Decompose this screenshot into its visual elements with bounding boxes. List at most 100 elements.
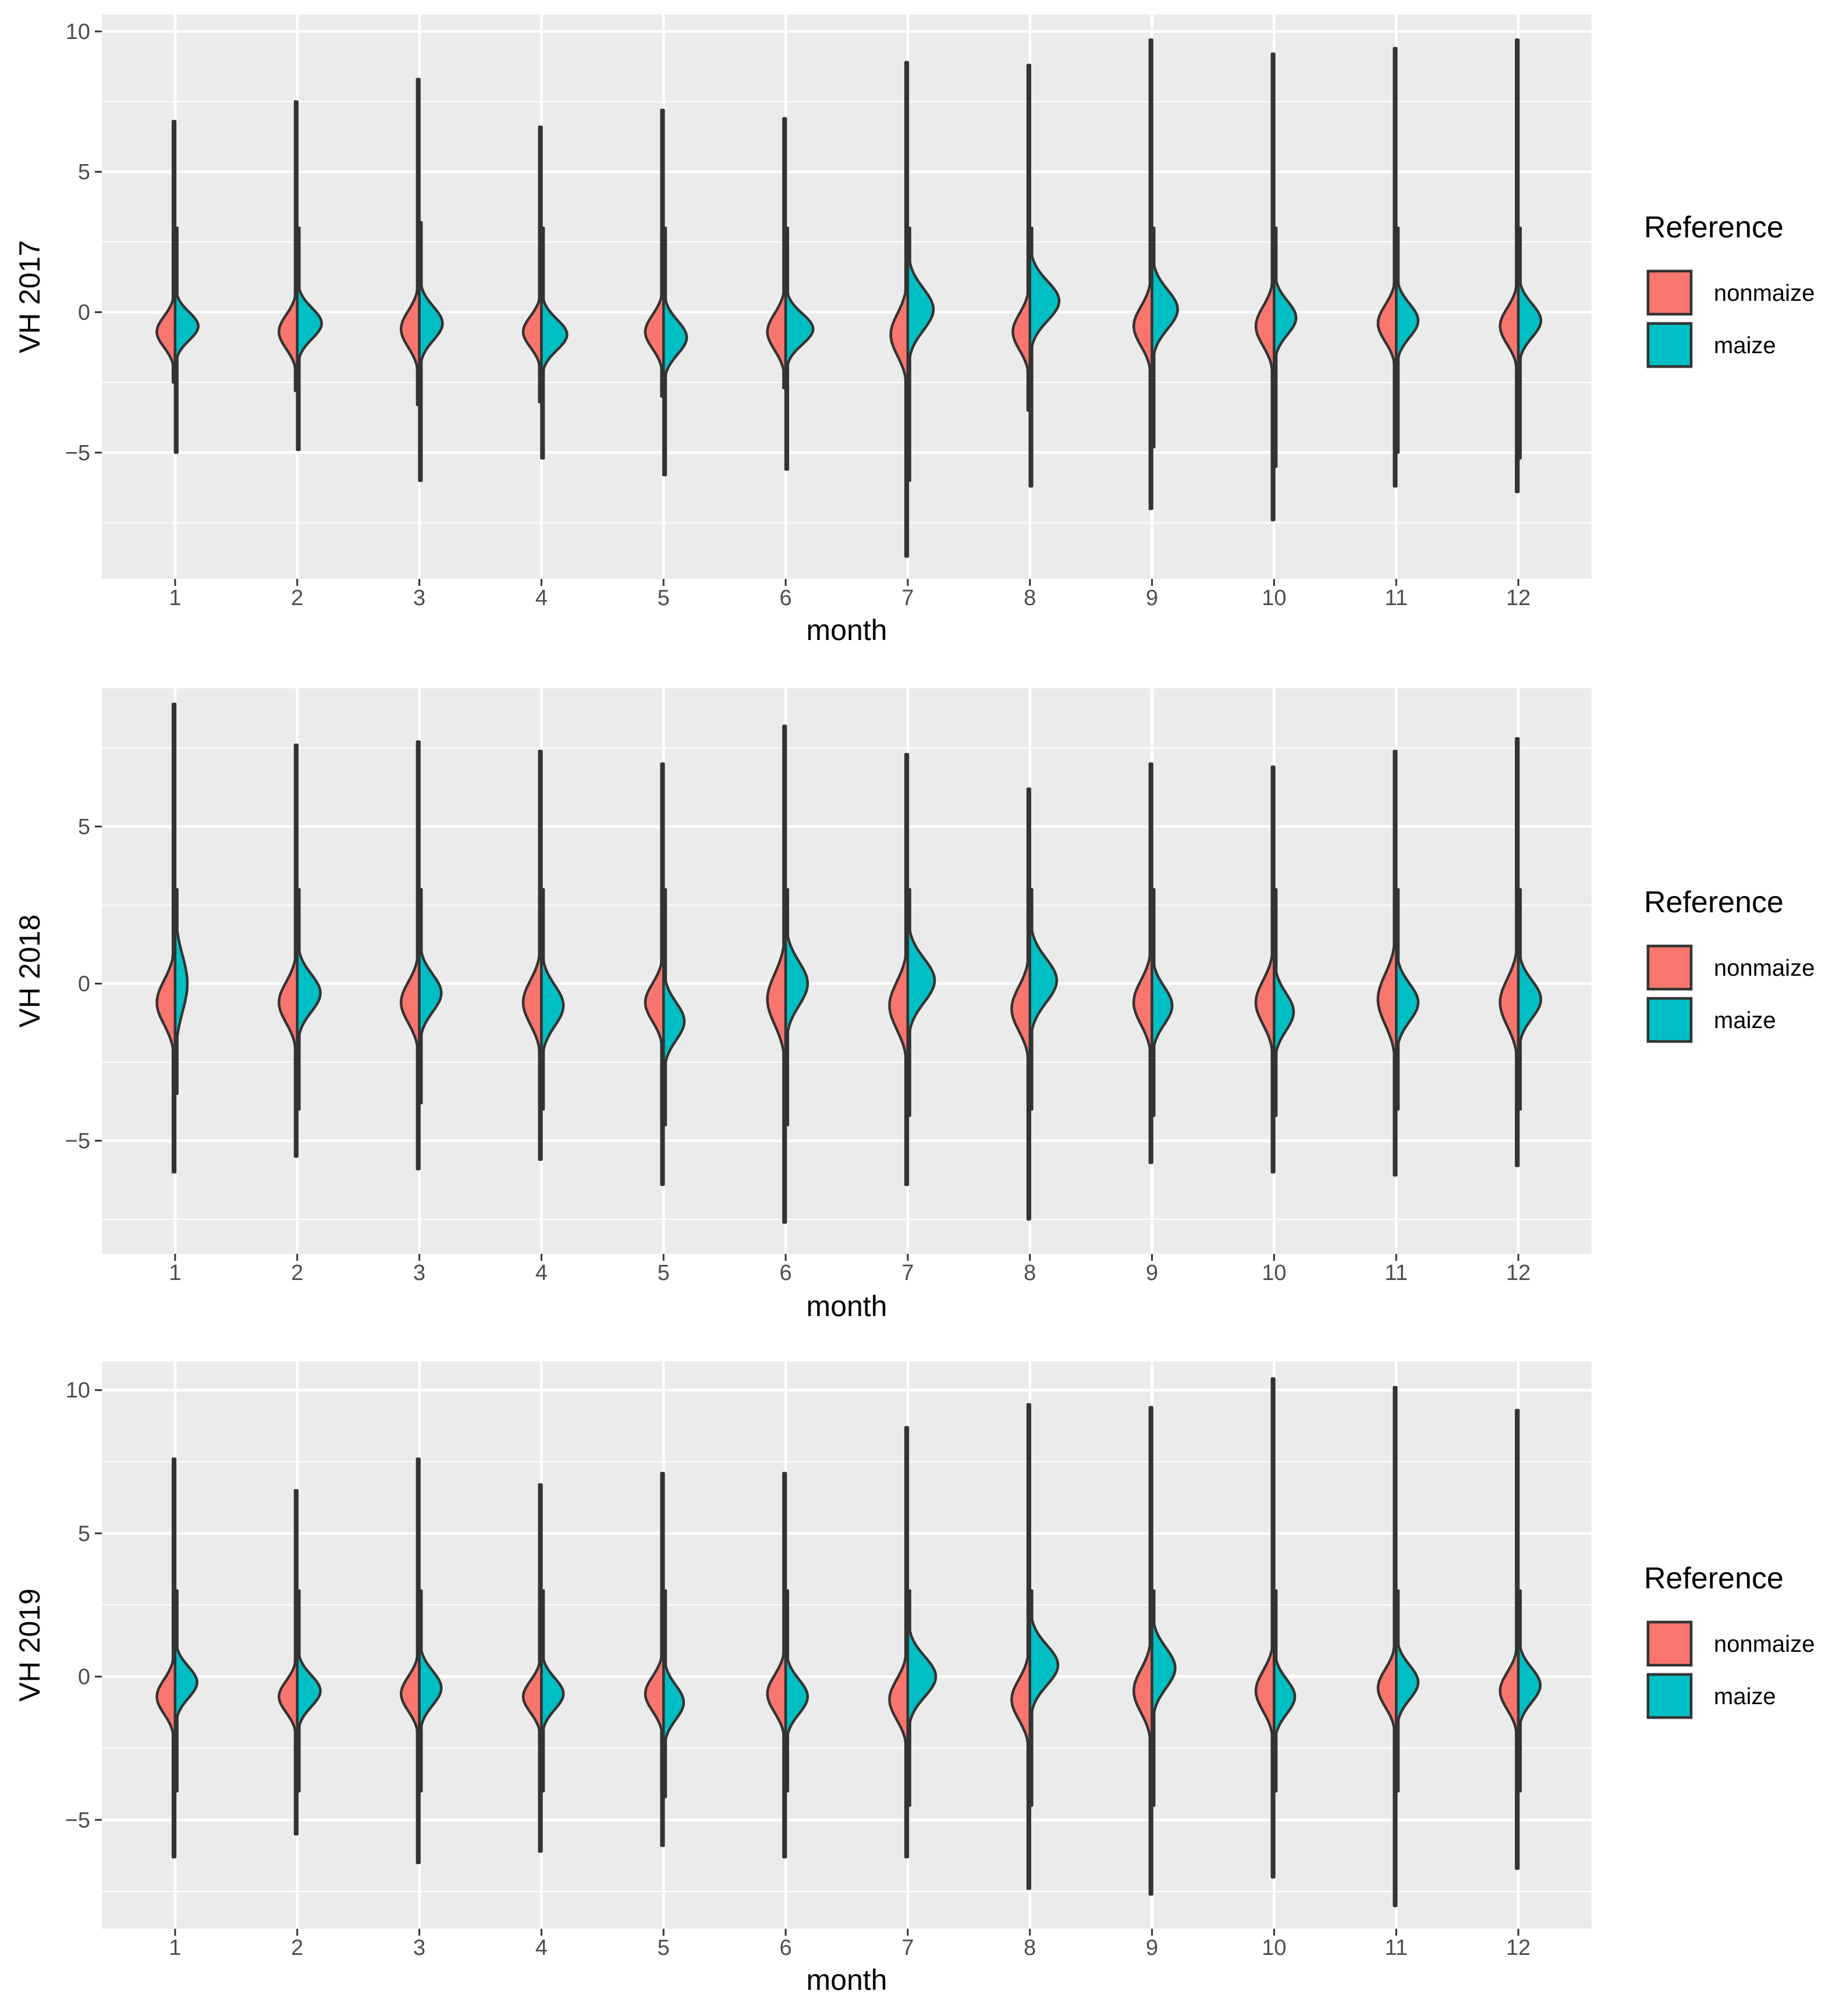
legend-title: Reference [1644,211,1784,244]
y-tick-label: 5 [78,815,90,840]
x-tick-label: 12 [1506,1261,1530,1285]
violin-half-maize [173,888,189,1095]
y-tick-label: 5 [78,160,90,184]
violin-half-maize [662,226,688,477]
violin-half-nonmaize [521,1483,543,1853]
x-tick-label: 10 [1262,586,1286,610]
violin-half-nonmaize [766,117,787,390]
x-tick-label: 4 [535,586,548,610]
y-tick-label: −5 [65,1808,90,1833]
violin-half-maize [1517,226,1543,460]
violin-half-nonmaize [399,1457,421,1864]
x-tick-label: 12 [1506,1936,1530,1960]
legend-label-nonmaize: nonmaize [1714,280,1814,306]
violin-month-6 [766,1471,809,1859]
violin-half-maize [906,226,935,482]
y-axis-title: VH 2019 [13,1588,46,1702]
x-tick-label: 9 [1146,1261,1158,1285]
x-tick-label: 2 [291,586,303,610]
violin-month-9 [1132,38,1179,510]
violin-half-maize [1150,1589,1177,1807]
violin-half-nonmaize [521,749,543,1161]
violin-month-11 [1376,749,1420,1177]
violin-month-4 [521,749,565,1161]
legend-label-nonmaize: nonmaize [1714,1631,1814,1657]
violin-half-nonmaize [155,702,177,1174]
violin-half-maize [418,221,444,482]
violin-half-maize [1273,888,1295,1117]
x-tick-label: 8 [1024,1936,1036,1960]
violin-month-7 [888,1426,938,1859]
violin-month-8 [1011,63,1061,488]
violin-half-maize [1395,226,1420,454]
violin-month-7 [888,753,936,1186]
violin-half-nonmaize [278,1489,299,1836]
violin-half-maize [662,1589,686,1798]
violin-month-7 [889,61,935,558]
x-tick-label: 11 [1385,1936,1408,1960]
violin-half-nonmaize [644,1471,665,1847]
x-tick-label: 10 [1262,1261,1286,1285]
x-tick-label: 4 [535,1936,548,1960]
violin-month-6 [766,117,815,471]
legend-label-maize: maize [1714,333,1776,358]
y-tick-label: 0 [78,301,90,325]
violin-half-maize [296,226,323,451]
violin-half-nonmaize [1010,787,1031,1221]
x-tick-label: 5 [658,1936,670,1960]
violin-half-nonmaize [1254,52,1276,521]
x-tick-label: 3 [413,586,425,610]
violin-half-maize [1028,1589,1060,1807]
x-tick-label: 8 [1024,586,1036,610]
x-tick-label: 1 [169,1936,181,1960]
x-tick-label: 11 [1385,586,1408,610]
x-tick-label: 7 [901,1261,914,1285]
x-tick-label: 1 [169,586,181,610]
violin-half-nonmaize [399,77,421,407]
violin-half-maize [1028,226,1061,488]
violin-half-maize [1028,888,1059,1111]
y-tick-label: 5 [78,1521,90,1546]
violin-half-nonmaize [1132,1406,1153,1896]
violin-half-nonmaize [1376,749,1398,1177]
violin-half-nonmaize [644,108,665,398]
violin-month-5 [644,762,686,1186]
violin-month-6 [766,724,809,1224]
x-tick-label: 9 [1146,586,1158,610]
violin-month-8 [1010,1403,1060,1890]
violin-half-maize [1150,226,1179,449]
x-axis-title: month [807,614,887,646]
violin-half-maize [784,226,815,471]
y-tick-label: 10 [66,1378,90,1403]
x-tick-label: 2 [291,1936,303,1960]
legend-swatch-nonmaize [1646,269,1693,316]
y-tick-label: −5 [65,1129,90,1154]
violin-month-11 [1376,1386,1420,1907]
legend-swatch-maize [1646,997,1693,1043]
violin-half-nonmaize [1254,765,1276,1174]
y-axis-title: VH 2018 [13,915,46,1028]
violin-half-maize [418,1589,443,1793]
x-tick-label: 4 [535,1261,548,1285]
violin-half-nonmaize [888,753,910,1186]
legend: Reference nonmaize maize [1644,886,1814,1044]
x-tick-label: 12 [1506,586,1530,610]
violin-half-nonmaize [1132,762,1153,1164]
legend-title: Reference [1644,886,1784,919]
y-axis-title: VH 2017 [13,240,46,354]
legend-swatch-maize [1646,1673,1693,1719]
legend-label-nonmaize: nonmaize [1714,955,1814,981]
violin-month-3 [399,740,443,1171]
y-tick-label: 0 [78,972,90,997]
x-tick-label: 2 [291,1261,303,1285]
violin-half-nonmaize [1376,47,1398,488]
violin-half-nonmaize [1010,1403,1031,1890]
violin-month-4 [521,1483,565,1853]
violin-half-maize [540,888,565,1111]
violin-half-nonmaize [521,125,543,404]
violin-half-nonmaize [278,100,299,392]
x-tick-label: 11 [1385,1261,1408,1285]
